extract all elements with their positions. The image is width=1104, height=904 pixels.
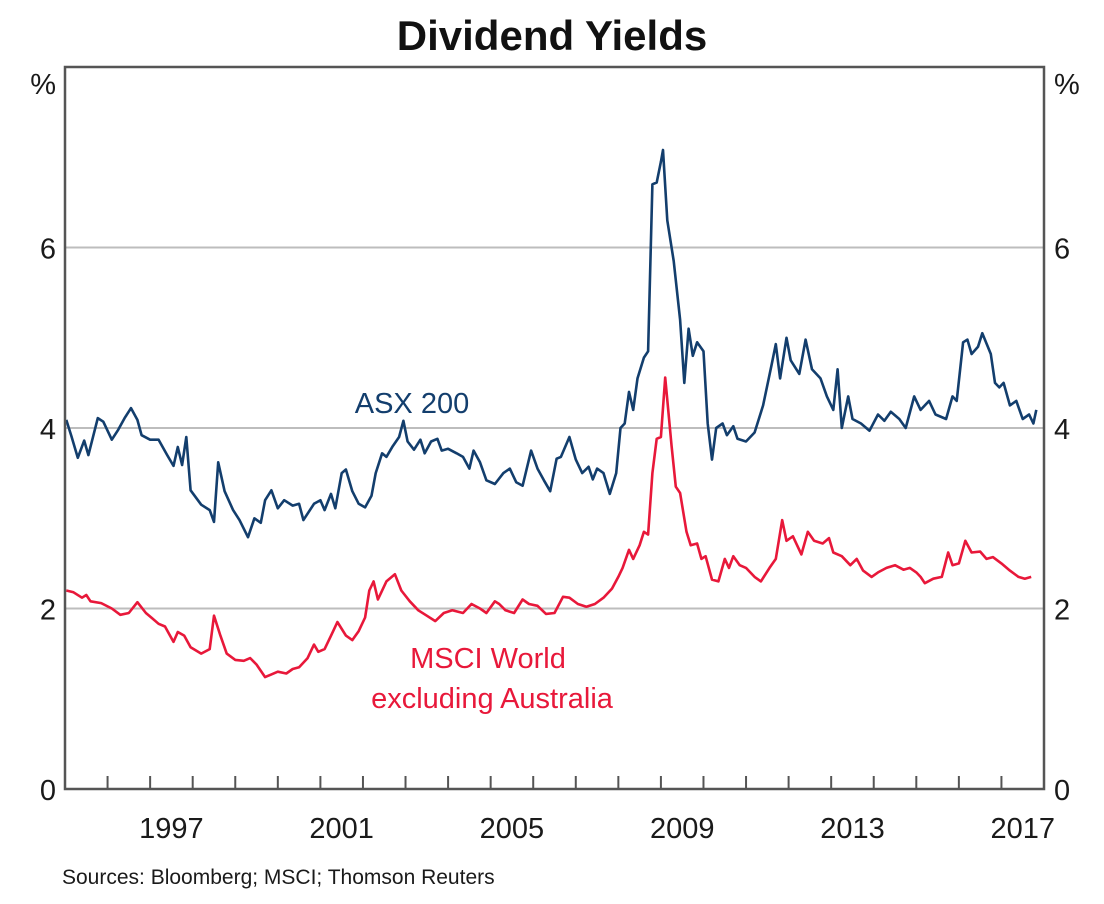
y-axis-unit-right: %	[1054, 69, 1080, 101]
x-label-2005: 2005	[480, 813, 545, 845]
y-axis-right-labels: 0 2 4 6	[1054, 234, 1070, 808]
series-line-msci-world	[65, 376, 1032, 679]
x-axis-ticks	[106, 776, 1003, 789]
source-note: Sources: Bloomberg; MSCI; Thomson Reuter…	[62, 866, 495, 889]
series-label-asx-200: ASX 200	[355, 388, 469, 420]
series-line-asx-200	[65, 148, 1038, 539]
y-tick-right-6: 6	[1054, 234, 1070, 266]
y-tick-left-2: 2	[40, 595, 56, 627]
y-tick-left-4: 4	[40, 414, 56, 446]
y-tick-left-6: 6	[40, 234, 56, 266]
y-axis-left-labels: 0 2 4 6	[40, 234, 56, 808]
x-label-1997: 1997	[139, 813, 204, 845]
series-label-asx-200-line-1: ASX 200	[355, 388, 469, 420]
chart-title: Dividend Yields	[397, 12, 707, 59]
series-label-msci-world: MSCI World excluding Australia	[371, 643, 614, 715]
y-tick-right-2: 2	[1054, 595, 1070, 627]
y-axis-unit-left: %	[30, 69, 56, 101]
series-label-msci-line-1: MSCI World	[410, 643, 566, 675]
y-tick-left-0: 0	[40, 775, 56, 807]
y-tick-right-0: 0	[1054, 775, 1070, 807]
gridlines	[65, 246, 1044, 610]
x-label-2013: 2013	[820, 813, 885, 845]
series-label-msci-line-2: excluding Australia	[371, 683, 614, 715]
x-label-2001: 2001	[309, 813, 374, 845]
y-tick-right-4: 4	[1054, 414, 1070, 446]
x-axis-labels: 1997 2001 2005 2009 2013 2017	[139, 813, 1055, 845]
x-label-2017: 2017	[990, 813, 1055, 845]
x-label-2009: 2009	[650, 813, 715, 845]
plot-frame	[63, 65, 1046, 791]
series-lines	[65, 148, 1038, 679]
